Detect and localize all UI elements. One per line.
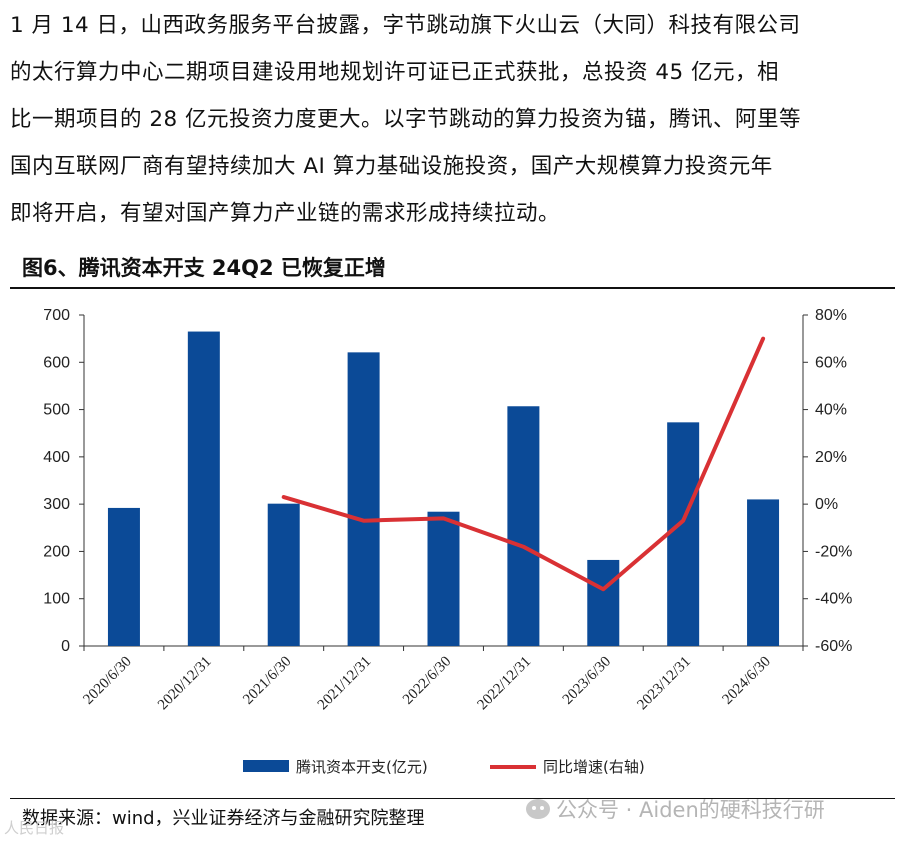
y-right-tick-label: 0% (815, 496, 838, 513)
watermark-right-text: 公众号 · Aiden的硬科技行研 (556, 798, 825, 822)
legend-bar-swatch (243, 760, 289, 772)
intro-paragraph: 1 月 14 日，山西政务服务平台披露，字节跳动旗下火山云（大同）科技有限公司 … (10, 2, 895, 237)
y-left-tick-label: 400 (43, 449, 70, 466)
x-tick-label: 2023/6/30 (560, 654, 614, 708)
paragraph-line: 的太行算力中心二期项目建设用地规划许可证已正式获批，总投资 45 亿元，相 (10, 60, 780, 85)
capex-bar (427, 511, 460, 646)
y-right-tick-label: 40% (815, 402, 847, 419)
x-tick-label: 2022/12/31 (475, 654, 535, 714)
capex-bar (267, 503, 300, 646)
y-right-tick-label: -60% (815, 638, 852, 655)
x-tick-label: 2021/6/30 (240, 654, 294, 708)
y-right-tick-label: 80% (815, 307, 847, 324)
wechat-icon (526, 799, 550, 819)
x-tick-label: 2020/12/31 (155, 654, 215, 714)
capex-bar (347, 352, 380, 646)
capex-bar (587, 559, 620, 646)
y-right-tick-label: -20% (815, 543, 852, 560)
y-left-tick-label: 0 (61, 638, 70, 655)
watermark-right: 公众号 · Aiden的硬科技行研 (526, 794, 825, 824)
y-left-tick-label: 300 (43, 496, 70, 513)
y-left-tick-label: 600 (43, 354, 70, 371)
x-tick-label: 2023/12/31 (634, 654, 694, 714)
capex-bar (187, 331, 220, 646)
paragraph-line: 即将开启，有望对国产算力产业链的需求形成持续拉动。 (10, 201, 561, 226)
paragraph-line: 1 月 14 日，山西政务服务平台披露，字节跳动旗下火山云（大同）科技有限公司 (10, 13, 801, 38)
capex-bar (107, 507, 140, 646)
capex-bar (747, 499, 780, 646)
x-tick-label: 2020/6/30 (80, 654, 134, 708)
y-left-tick-label: 700 (43, 307, 70, 324)
y-right-tick-label: -40% (815, 591, 852, 608)
capex-bar (667, 422, 700, 646)
capex-bar (507, 406, 540, 646)
y-left-tick-label: 100 (43, 591, 70, 608)
y-right-tick-label: 60% (815, 354, 847, 371)
x-tick-label: 2021/12/31 (315, 654, 375, 714)
y-left-tick-label: 200 (43, 543, 70, 560)
legend-line-label: 同比增速(右轴) (543, 758, 645, 776)
x-tick-label: 2024/6/30 (720, 654, 774, 708)
legend-bar-label: 腾讯资本开支(亿元) (296, 758, 428, 776)
figure-title: 图6、腾讯资本开支 24Q2 已恢复正增 (22, 256, 386, 280)
watermark-left: 人民日报 (4, 819, 65, 837)
y-right-tick-label: 20% (815, 449, 847, 466)
figure-bottom-rule (10, 798, 895, 799)
yoy-growth-line (281, 336, 766, 592)
paragraph-line: 国内互联网厂商有望持续加大 AI 算力基础设施投资，国产大规模算力投资元年 (10, 154, 773, 179)
paragraph-line: 比一期项目的 28 亿元投资力度更大。以字节跳动的算力投资为锚，腾讯、阿里等 (10, 107, 802, 132)
x-tick-label: 2022/6/30 (400, 654, 454, 708)
figure-top-rule (10, 287, 895, 289)
y-left-tick-label: 500 (43, 402, 70, 419)
capex-chart: 0 100 200 300 400 500 600 700 -60% -40% -20% 0% 20% 4… (43, 307, 852, 776)
source-note: 数据来源：wind，兴业证券经济与金融研究院整理 (22, 808, 425, 829)
